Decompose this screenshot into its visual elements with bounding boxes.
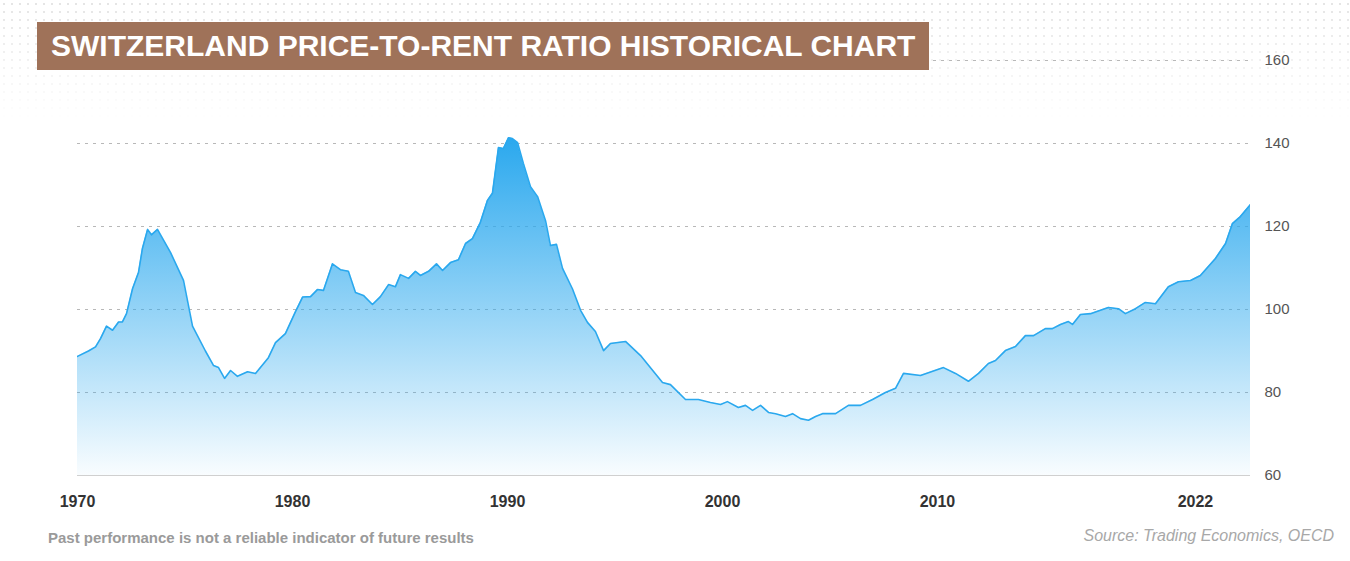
html-text:SWITZERLAND PRICE-TO-RENT RATI: SWITZERLAND PRICE-TO-RENT RATIO HISTORIC… — [51, 29, 916, 62]
html-text:Past performance is not a reli: Past performance is not a reliable indic… — [48, 529, 474, 546]
svg-text:120: 120 — [1265, 217, 1290, 234]
svg-text:60: 60 — [1265, 466, 1282, 483]
svg-text:100: 100 — [1265, 300, 1290, 317]
svg-text:2010: 2010 — [920, 493, 956, 510]
svg-text:1970: 1970 — [60, 493, 96, 510]
svg-text:1990: 1990 — [490, 493, 526, 510]
svg-text:1980: 1980 — [275, 493, 311, 510]
svg-text:160: 160 — [1265, 51, 1290, 68]
svg-text:2000: 2000 — [705, 493, 741, 510]
svg-text:2022: 2022 — [1178, 493, 1214, 510]
html-text:Source: Trading Economics, OEC: Source: Trading Economics, OECD — [1083, 527, 1334, 544]
svg-text:80: 80 — [1265, 383, 1282, 400]
svg-text:140: 140 — [1265, 134, 1290, 151]
